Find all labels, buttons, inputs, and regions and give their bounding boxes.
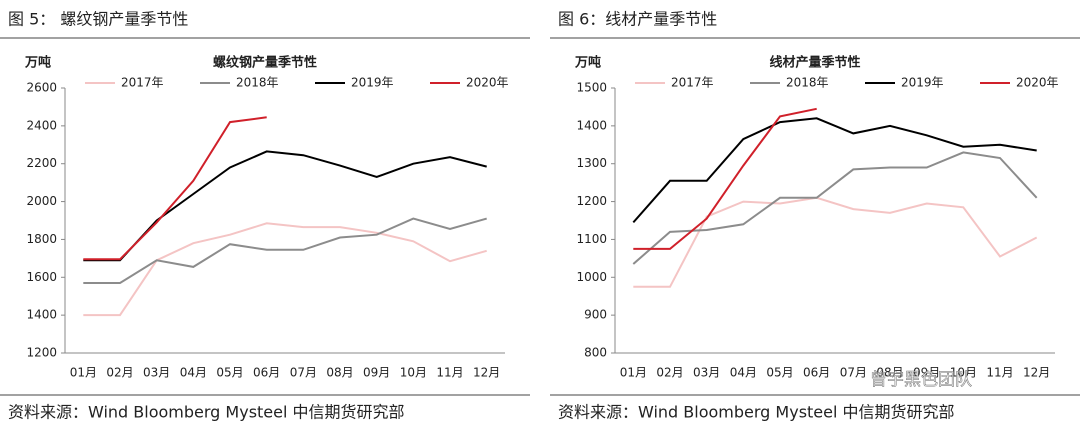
x-tick-label: 09月	[363, 366, 390, 380]
y-tick-label: 2200	[26, 156, 57, 170]
series-line	[633, 107, 817, 250]
series-line	[83, 217, 487, 284]
x-tick-label: 02月	[656, 366, 683, 380]
x-tick-label: 10月	[950, 366, 977, 380]
series-line	[83, 222, 487, 317]
legend-label: 2018年	[786, 76, 829, 90]
x-tick-label: 03月	[143, 366, 170, 380]
legend-label: 2019年	[901, 76, 944, 90]
y-tick-label: 1500	[576, 81, 607, 95]
x-tick-label: 10月	[400, 366, 427, 380]
y-axis-label: 万吨	[574, 55, 601, 71]
x-tick-label: 01月	[620, 366, 647, 380]
y-tick-label: 900	[584, 308, 607, 322]
y-tick-label: 800	[584, 346, 607, 360]
y-tick-label: 1300	[576, 156, 607, 170]
figure-caption: 图 5： 螺纹钢产量季节性	[8, 10, 188, 29]
chart-title: 螺纹钢产量季节性	[213, 55, 317, 71]
source: 资料来源：Wind Bloomberg Mysteel 中信期货研究部	[8, 403, 405, 422]
legend-label: 2017年	[121, 76, 164, 90]
x-tick-label: 04月	[730, 366, 757, 380]
y-tick-label: 1100	[576, 232, 607, 246]
figure-caption: 图 6：线材产量季节性	[558, 10, 717, 29]
series-line	[632, 151, 1038, 265]
x-tick-label: 08月	[876, 366, 903, 380]
y-axis-label: 万吨	[24, 55, 51, 71]
y-tick-label: 2400	[26, 118, 57, 132]
legend-label: 2020年	[466, 76, 509, 90]
y-tick-label: 2600	[26, 81, 57, 95]
x-tick-label: 05月	[766, 366, 793, 380]
legend-label: 2019年	[351, 76, 394, 90]
x-tick-label: 07月	[840, 366, 867, 380]
y-tick-label: 1600	[26, 270, 57, 284]
x-tick-label: 11月	[986, 366, 1013, 380]
x-tick-label: 02月	[106, 366, 133, 380]
x-tick-label: 12月	[473, 366, 500, 380]
x-tick-label: 01月	[70, 366, 97, 380]
legend-label: 2017年	[671, 76, 714, 90]
legend-label: 2020年	[1016, 76, 1059, 90]
x-tick-label: 03月	[693, 366, 720, 380]
x-tick-label: 06月	[253, 366, 280, 380]
x-tick-label: 04月	[180, 366, 207, 380]
y-tick-label: 1400	[26, 308, 57, 322]
chart-title: 线材产量季节性	[769, 55, 860, 71]
legend-label: 2018年	[236, 76, 279, 90]
x-tick-label: 08月	[326, 366, 353, 380]
watermark: 曾宇黑色团队	[870, 370, 972, 390]
x-tick-label: 05月	[216, 366, 243, 380]
y-tick-label: 1400	[576, 118, 607, 132]
series-line	[633, 196, 1038, 288]
x-tick-label: 12月	[1023, 366, 1050, 380]
y-tick-label: 1000	[576, 270, 607, 284]
series-line	[83, 116, 267, 261]
source: 资料来源：Wind Bloomberg Mysteel 中信期货研究部	[558, 403, 955, 422]
y-tick-label: 1200	[576, 194, 607, 208]
x-tick-label: 06月	[803, 366, 830, 380]
y-tick-label: 2000	[26, 194, 57, 208]
x-tick-label: 11月	[436, 366, 463, 380]
y-tick-label: 1800	[26, 232, 57, 246]
x-tick-label: 09月	[913, 366, 940, 380]
x-tick-label: 07月	[290, 366, 317, 380]
y-tick-label: 1200	[26, 346, 57, 360]
series-line	[83, 150, 487, 262]
series-line	[632, 117, 1037, 224]
